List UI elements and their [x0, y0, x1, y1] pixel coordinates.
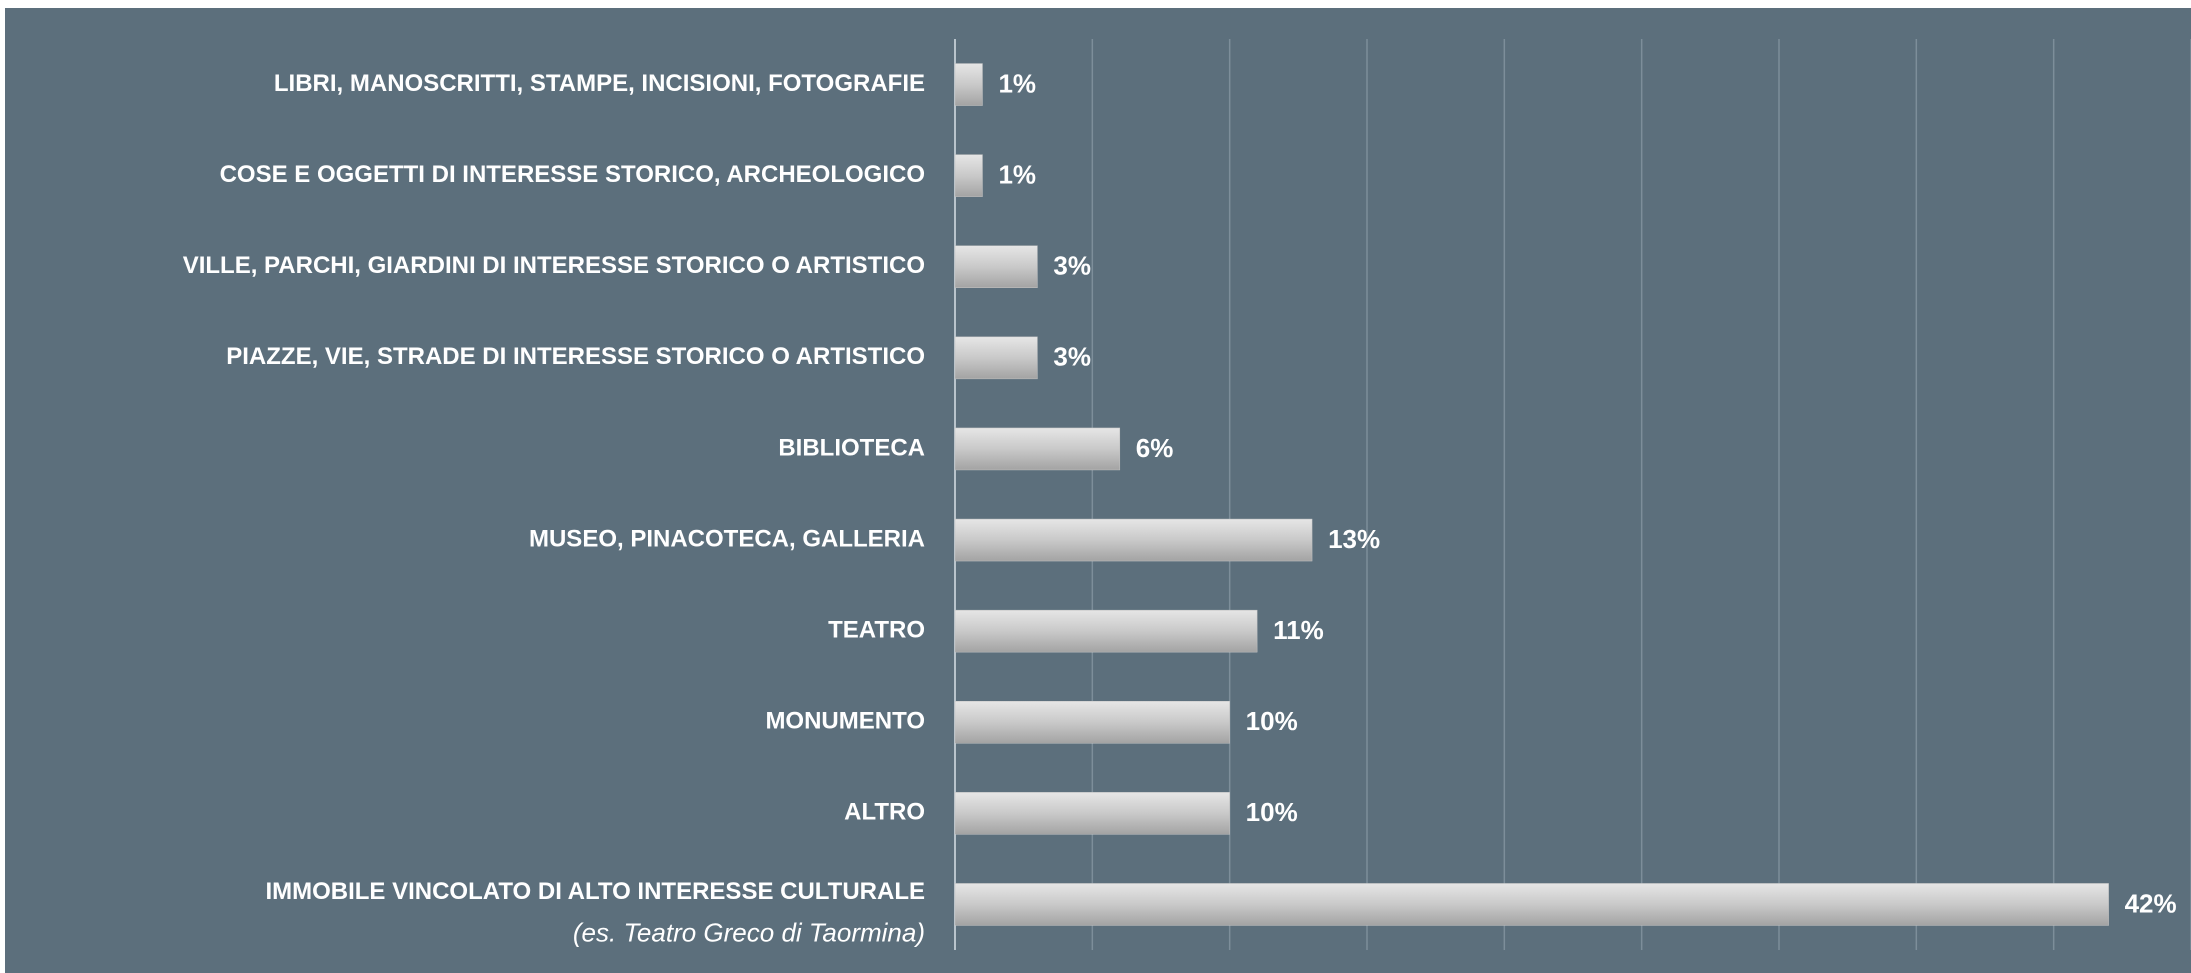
bar	[954, 63, 983, 106]
bar	[954, 883, 2109, 926]
bar	[954, 792, 1230, 835]
value-label: 11%	[1273, 615, 1324, 645]
category-label: TEATRO	[828, 616, 925, 643]
category-label: MONUMENTO	[765, 708, 925, 735]
value-label: 1%	[998, 160, 1036, 190]
value-label: 42%	[2125, 888, 2177, 918]
category-label: PIAZZE, VIE, STRADE DI INTERESSE STORICO…	[226, 343, 925, 370]
value-label: 10%	[1246, 797, 1298, 827]
category-label: ALTRO	[844, 799, 925, 826]
value-label: 3%	[1053, 342, 1091, 372]
category-label: IMMOBILE VINCOLATO DI ALTO INTERESSE CUL…	[265, 878, 925, 905]
value-label: 1%	[998, 68, 1036, 98]
bar	[954, 154, 983, 197]
value-label: 6%	[1136, 433, 1174, 463]
category-label: MUSEO, PINACOTECA, GALLERIA	[529, 525, 925, 552]
value-label: 10%	[1246, 706, 1298, 736]
bar	[954, 427, 1121, 471]
category-label: VILLE, PARCHI, GIARDINI DI INTERESSE STO…	[183, 252, 925, 279]
bar	[954, 609, 1258, 653]
category-label: BIBLIOTECA	[778, 434, 925, 461]
bar	[954, 518, 1313, 562]
category-label: LIBRI, MANOSCRITTI, STAMPE, INCISIONI, F…	[274, 70, 925, 97]
value-label: 13%	[1328, 524, 1380, 554]
value-label: 3%	[1053, 251, 1091, 281]
category-note: (es. Teatro Greco di Taormina)	[573, 917, 925, 947]
bar	[954, 245, 1038, 288]
bar	[954, 701, 1230, 744]
category-label: COSE E OGGETTI DI INTERESSE STORICO, ARC…	[220, 161, 925, 188]
bar	[954, 336, 1038, 380]
